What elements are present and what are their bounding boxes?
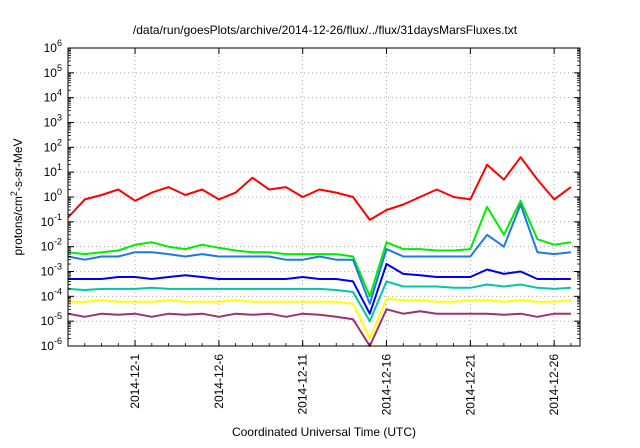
y-tick-label: 10-3 bbox=[41, 262, 62, 279]
series-line-5 bbox=[68, 297, 571, 340]
y-tick-label: 10-1 bbox=[41, 212, 62, 229]
chart-title: /data/run/goesPlots/archive/2014-12-26/f… bbox=[133, 23, 518, 37]
x-tick-label: 2014-12-11 bbox=[296, 354, 310, 415]
series-layer bbox=[67, 156, 572, 347]
y-axis-label-rest: -s-sr-MeV bbox=[11, 138, 25, 191]
y-tick-label: 102 bbox=[44, 137, 62, 154]
y-tick-label: 10-5 bbox=[41, 311, 62, 328]
y-axis-label-base: protons/cm bbox=[11, 196, 25, 255]
series-line-6 bbox=[67, 308, 571, 347]
y-tick-label: 101 bbox=[44, 162, 62, 179]
y-axis-label-superscript: 2 bbox=[9, 191, 19, 196]
y-tick-label: 104 bbox=[44, 88, 62, 105]
x-tick-label: 2014-12-16 bbox=[380, 354, 394, 416]
series-line-3 bbox=[68, 263, 571, 315]
series-line-2 bbox=[67, 203, 572, 305]
x-tick-label: 2014-12-1 bbox=[128, 354, 142, 409]
y-tick-label: 10-6 bbox=[41, 336, 62, 353]
y-tick-label: 105 bbox=[44, 63, 62, 80]
x-tick-label: 2014-12-21 bbox=[463, 354, 477, 416]
x-tick-label: 2014-12-6 bbox=[212, 354, 226, 409]
y-axis-label: protons/cm2-s-sr-MeV bbox=[9, 138, 25, 255]
series-line-1 bbox=[67, 199, 572, 298]
x-axis-label: Coordinated Universal Time (UTC) bbox=[232, 425, 416, 439]
y-tick-label: 106 bbox=[44, 38, 62, 55]
plot-frame bbox=[67, 47, 581, 347]
y-tick-label: 10-2 bbox=[41, 237, 62, 254]
x-axis-ticks: 2014-12-1 2014-12-6 2014-12-11 2014-12-16 20… bbox=[84, 48, 572, 416]
y-tick-label: 10-4 bbox=[41, 286, 62, 303]
y-tick-label: 100 bbox=[44, 187, 62, 204]
series-line-0 bbox=[67, 156, 572, 221]
y-axis-ticks: 10-6 10-5 10-4 10-3 10-2 10-1 100 101 102 103 104 1… bbox=[41, 38, 580, 353]
x-tick-label: 2014-12-26 bbox=[547, 354, 561, 416]
series-line-4 bbox=[67, 280, 571, 323]
y-tick-label: 103 bbox=[44, 113, 62, 130]
